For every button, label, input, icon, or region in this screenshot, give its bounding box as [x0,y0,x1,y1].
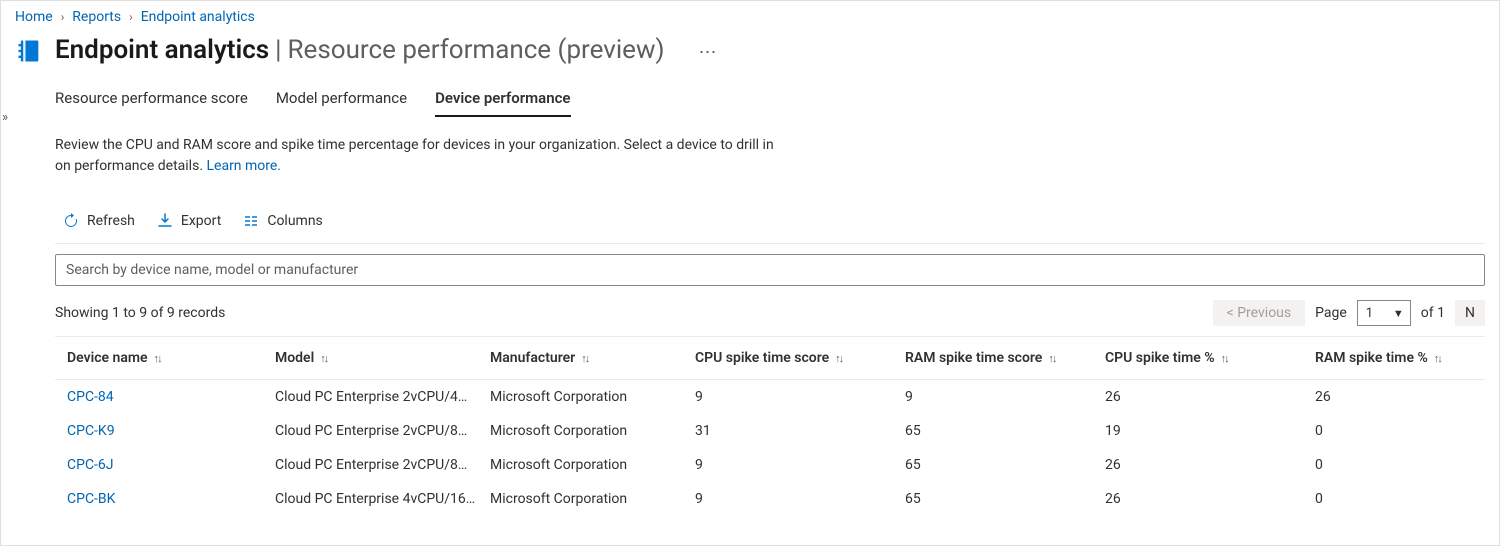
page-value: 1 [1366,306,1373,321]
page-title-sep: | [275,35,281,65]
breadcrumb: Home › Reports › Endpoint analytics [1,1,1499,29]
chevron-down-icon: ▼ [1393,307,1404,320]
col-cpu-pct[interactable]: CPU spike time % ↑↓ [1095,350,1305,366]
table-row[interactable]: CPC-6JCloud PC Enterprise 2vCPU/8…Micros… [55,448,1485,482]
cell-device-name[interactable]: CPC-K9 [55,423,265,439]
columns-button[interactable]: Columns [243,213,322,229]
table-row[interactable]: CPC-K9Cloud PC Enterprise 2vCPU/8…Micros… [55,414,1485,448]
cell-device-name[interactable]: CPC-6J [55,457,265,473]
cell-model: Cloud PC Enterprise 2vCPU/4… [265,389,480,405]
cell-cpu-score: 9 [685,389,895,405]
toolbar: Refresh Export Columns [55,205,1485,244]
col-label: Manufacturer [490,350,575,366]
next-button[interactable]: N [1455,300,1485,326]
col-manufacturer[interactable]: Manufacturer ↑↓ [480,350,685,366]
cell-cpu-pct: 26 [1095,389,1305,405]
sort-icon: ↑↓ [835,352,842,365]
expand-chevron-icon[interactable]: » [2,110,8,125]
learn-more-link[interactable]: Learn more. [206,158,281,174]
col-label: Model [275,350,314,366]
sort-icon: ↑↓ [1221,352,1228,365]
cell-cpu-pct: 26 [1095,491,1305,507]
sort-icon: ↑↓ [581,352,588,365]
cell-ram-score: 9 [895,389,1095,405]
cell-device-name[interactable]: CPC-84 [55,389,265,405]
device-table: Device name ↑↓ Model ↑↓ Manufacturer ↑↓ … [55,336,1485,516]
export-button[interactable]: Export [157,213,221,229]
cell-manufacturer: Microsoft Corporation [480,457,685,473]
tab-model-performance[interactable]: Model performance [276,85,407,117]
download-icon [157,213,173,229]
col-cpu-score[interactable]: CPU spike time score ↑↓ [685,350,895,366]
cell-cpu-score: 9 [685,457,895,473]
search-input[interactable] [55,254,1485,286]
col-label: CPU spike time % [1105,350,1215,366]
cell-model: Cloud PC Enterprise 2vCPU/8… [265,423,480,439]
breadcrumb-home[interactable]: Home [15,9,53,25]
cell-ram-score: 65 [895,491,1095,507]
previous-button[interactable]: < Previous [1213,300,1305,326]
cell-cpu-score: 9 [685,491,895,507]
refresh-label: Refresh [87,213,135,229]
col-ram-pct[interactable]: RAM spike time % ↑↓ [1305,350,1495,366]
tabs: Resource performance score Model perform… [55,85,1485,117]
refresh-button[interactable]: Refresh [63,213,135,229]
sort-icon: ↑↓ [320,352,327,365]
col-ram-score[interactable]: RAM spike time score ↑↓ [895,350,1095,366]
page-title-light: Resource performance (preview) [288,35,665,65]
records-count: Showing 1 to 9 of 9 records [55,305,225,321]
refresh-icon [63,213,79,229]
notebook-icon [15,37,43,65]
tab-device-performance[interactable]: Device performance [435,85,570,117]
table-header: Device name ↑↓ Model ↑↓ Manufacturer ↑↓ … [55,336,1485,380]
col-label: RAM spike time score [905,350,1042,366]
page-title-bold: Endpoint analytics [55,35,269,65]
page-title: Endpoint analytics | Resource performanc… [55,35,1485,67]
cell-cpu-pct: 26 [1095,457,1305,473]
col-label: CPU spike time score [695,350,829,366]
cell-ram-score: 65 [895,423,1095,439]
tab-resource-performance-score[interactable]: Resource performance score [55,85,248,117]
col-label: Device name [67,350,148,366]
col-label: RAM spike time % [1315,350,1428,366]
cell-cpu-pct: 19 [1095,423,1305,439]
breadcrumb-reports[interactable]: Reports [72,9,121,25]
pager: < Previous Page 1 ▼ of 1 N [1213,300,1485,326]
cell-device-name[interactable]: CPC-BK [55,491,265,507]
sort-icon: ↑↓ [1434,352,1441,365]
table-row[interactable]: CPC-84Cloud PC Enterprise 2vCPU/4…Micros… [55,380,1485,414]
cell-manufacturer: Microsoft Corporation [480,389,685,405]
page-label: Page [1315,305,1347,321]
col-model[interactable]: Model ↑↓ [265,350,480,366]
cell-manufacturer: Microsoft Corporation [480,423,685,439]
table-row[interactable]: CPC-BKCloud PC Enterprise 4vCPU/16…Micro… [55,482,1485,516]
cell-ram-pct: 0 [1305,457,1495,473]
breadcrumb-endpoint-analytics[interactable]: Endpoint analytics [141,9,255,25]
more-button[interactable]: ⋯ [691,38,725,67]
cell-manufacturer: Microsoft Corporation [480,491,685,507]
cell-model: Cloud PC Enterprise 4vCPU/16… [265,491,480,507]
chevron-right-icon: › [61,10,65,24]
sort-icon: ↑↓ [154,352,161,365]
export-label: Export [181,213,221,229]
cell-ram-pct: 26 [1305,389,1495,405]
sort-icon: ↑↓ [1048,352,1055,365]
columns-icon [243,213,259,229]
cell-model: Cloud PC Enterprise 2vCPU/8… [265,457,480,473]
cell-ram-score: 65 [895,457,1095,473]
cell-ram-pct: 0 [1305,423,1495,439]
columns-label: Columns [267,213,322,229]
description-text: Review the CPU and RAM score and spike t… [55,137,774,174]
page-of-label: of 1 [1421,305,1445,321]
cell-ram-pct: 0 [1305,491,1495,507]
chevron-right-icon: › [129,10,133,24]
tab-description: Review the CPU and RAM score and spike t… [55,135,775,177]
page-select[interactable]: 1 ▼ [1357,300,1411,326]
page-header: Endpoint analytics | Resource performanc… [1,29,1499,85]
col-device-name[interactable]: Device name ↑↓ [55,350,265,366]
cell-cpu-score: 31 [685,423,895,439]
